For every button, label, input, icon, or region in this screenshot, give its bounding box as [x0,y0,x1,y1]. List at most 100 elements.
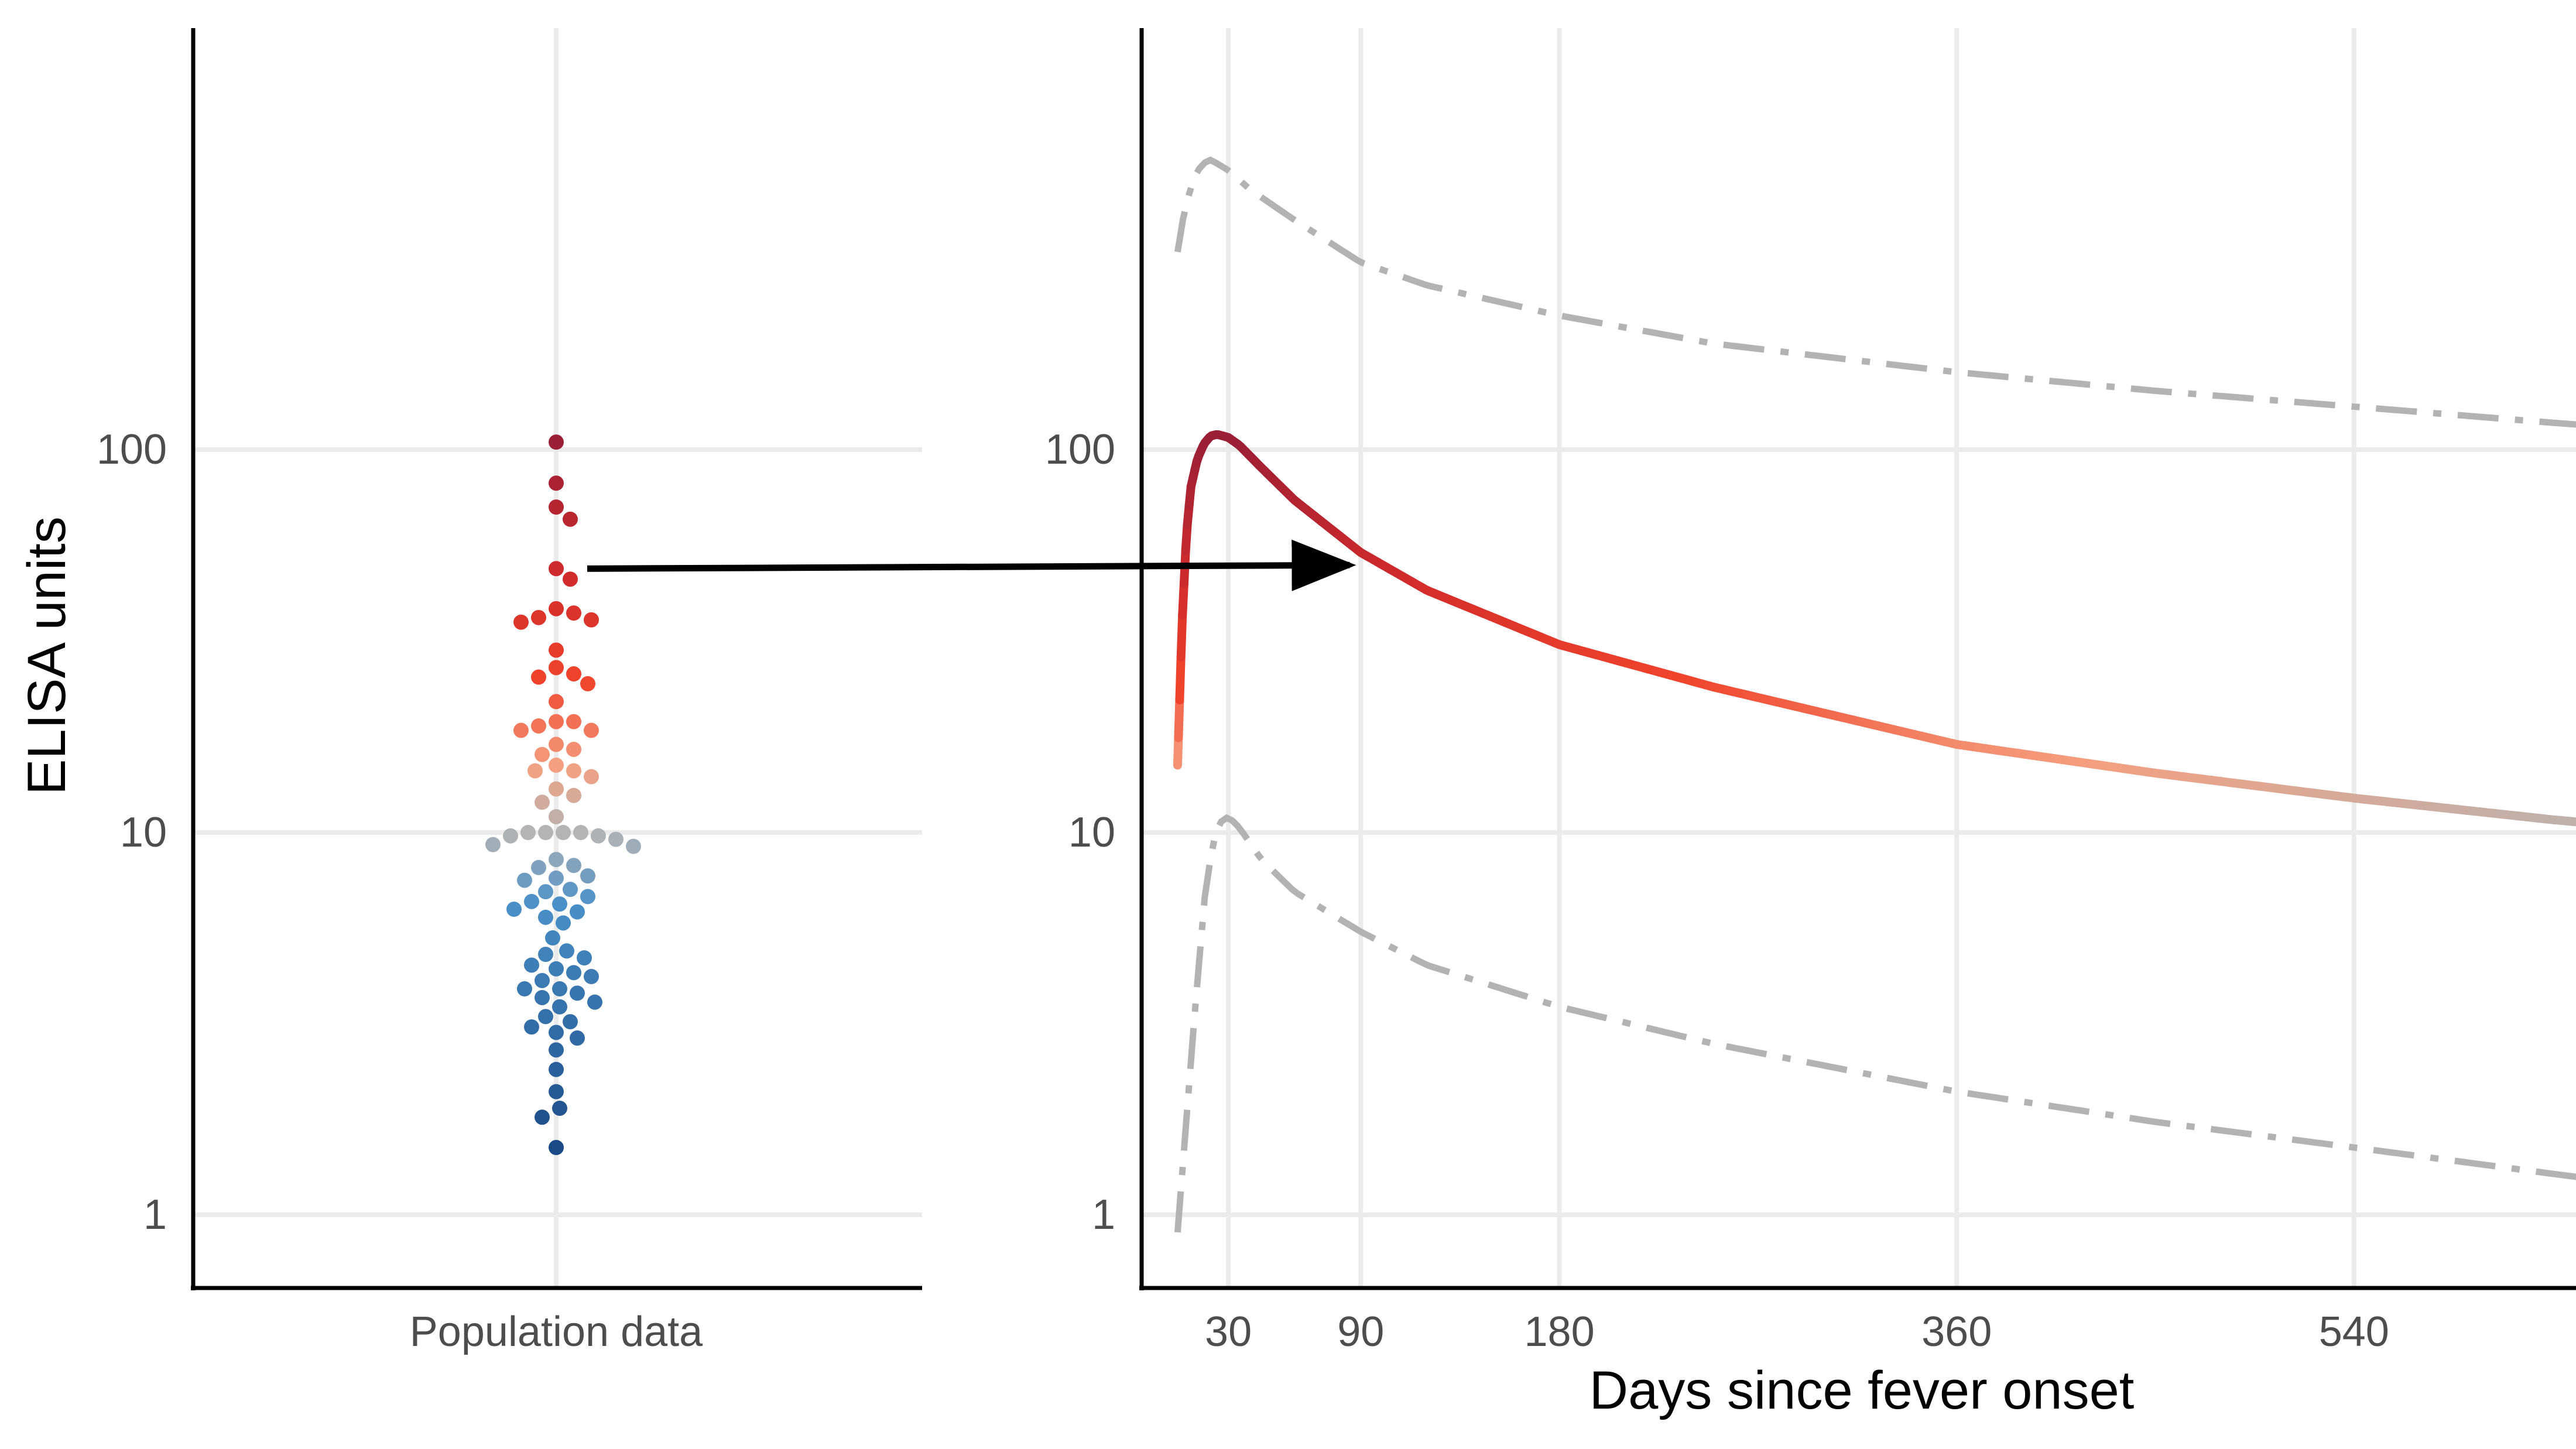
population-point [549,758,564,773]
population-point [549,961,564,977]
right-y-tick-label-100: 100 [1045,426,1115,473]
population-point [513,722,529,738]
population-point [549,714,564,729]
population-point [552,896,567,912]
right-y-gridlines [1142,447,2576,1217]
population-point [563,1014,578,1030]
population-point [584,969,599,985]
population-point [566,858,581,873]
population-point [549,694,564,710]
right-x-tick-label-360: 360 [1921,1308,1992,1355]
population-point [535,794,550,810]
population-point [549,561,564,577]
population-point [535,1109,550,1125]
population-point [570,985,585,1001]
population-point [549,1061,564,1077]
population-point [517,872,532,888]
population-point [608,831,624,847]
population-point [513,614,529,630]
right-x-tick-label-90: 90 [1337,1308,1384,1355]
population-point [584,612,599,628]
population-point [549,781,564,797]
population-point [552,999,567,1015]
population-point [549,852,564,868]
right-x-tick-labels: 3090180360540720 [1205,1308,2389,1355]
population-point [570,1030,585,1046]
population-point [535,746,550,762]
population-point [566,763,581,779]
swarm-points [485,434,641,1156]
population-point [563,511,578,527]
population-point [538,884,553,900]
population-point [549,660,564,676]
population-point [531,718,546,734]
population-point [524,957,539,973]
population-point [570,904,585,920]
population-point [580,889,595,905]
population-point [506,902,522,917]
population-point [580,676,595,691]
x-axis-title: Days since fever onset [1590,1361,2135,1420]
median-segment [1178,579,1188,620]
population-point [549,870,564,886]
population-point [587,994,602,1010]
right-x-gridlines [1226,28,2356,1288]
population-point [552,1100,567,1116]
population-point [591,828,606,844]
population-point [549,475,564,491]
right-x-tick-label-30: 30 [1205,1308,1252,1355]
population-point [552,981,567,997]
population-point [485,837,501,852]
median-curve [1173,430,2576,827]
population-point [549,1084,564,1099]
population-point [531,609,546,625]
population-point [524,1019,539,1035]
population-point [531,859,546,875]
population-point [538,1009,553,1025]
right-y-tick-label-1: 1 [1092,1191,1115,1238]
lower-bound-line [1174,814,2576,1233]
left-panel: 1 10 100 Population data ELISA units [17,28,922,1355]
population-point [566,965,581,981]
population-point [549,434,564,450]
upper-bound-line [1174,156,2576,428]
population-point [549,737,564,752]
population-point [538,909,553,925]
right-panel: 1 10 100 3090180360540720 Days since fev… [1045,28,2576,1420]
population-point [517,981,532,997]
population-point [549,1140,564,1156]
population-point [520,825,536,840]
population-point [566,714,581,729]
population-point [549,499,564,515]
left-y-tick-label-100: 100 [97,426,167,473]
population-point [566,741,581,757]
left-y-tick-label-1: 1 [143,1191,167,1238]
population-point [549,1042,564,1058]
population-point [527,763,543,779]
y-axis-title: ELISA units [17,516,77,795]
population-point [584,722,599,738]
population-point [577,950,592,966]
population-point [535,972,550,988]
population-point [538,825,553,840]
population-point [549,809,564,824]
population-point [503,828,518,844]
median-segment [1174,696,1184,742]
right-y-tick-label-10: 10 [1068,809,1115,856]
population-point [563,571,578,587]
population-point [531,669,546,685]
population-point [545,930,560,946]
median-segment [1176,611,1187,662]
population-point [556,825,571,840]
population-point [549,601,564,616]
population-point [538,947,553,962]
median-segment [1175,652,1186,705]
population-point [566,787,581,803]
median-segment [1173,733,1183,770]
population-point [556,915,571,931]
population-point [559,943,574,959]
population-point [573,825,588,840]
population-point [566,666,581,682]
left-x-tick-label: Population data [410,1308,703,1355]
